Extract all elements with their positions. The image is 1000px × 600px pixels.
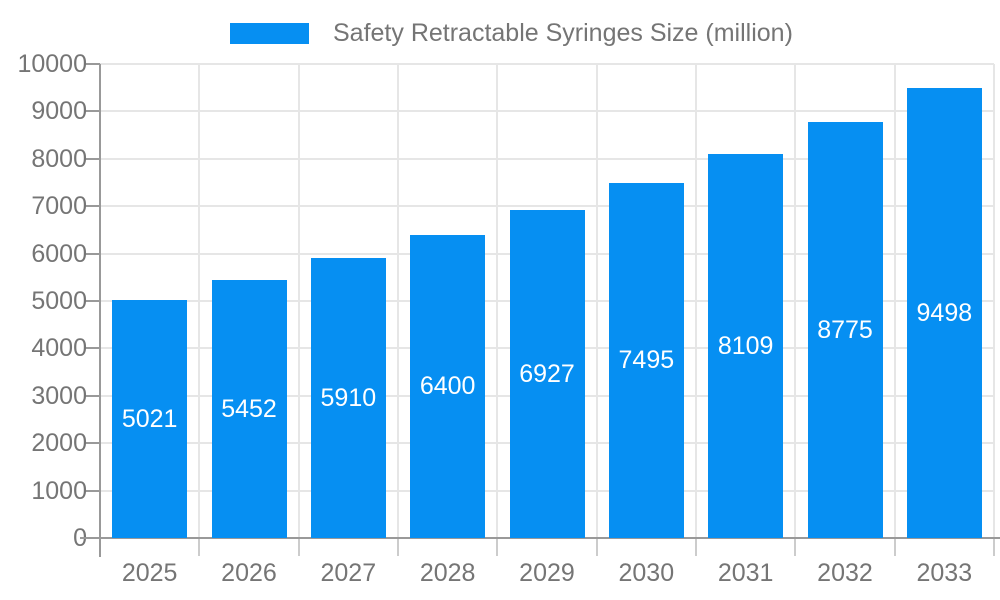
bar-2030[interactable]: 7495 [608, 183, 684, 538]
x-axis-tick [297, 538, 300, 556]
y-axis-tick [85, 110, 100, 113]
y-axis-tick-label: 5000 [31, 287, 87, 315]
bar-value-label: 6927 [519, 359, 575, 388]
x-axis-tick-label: 2025 [121, 559, 178, 587]
bar-value-label: 8775 [817, 315, 873, 344]
gridline-vertical [993, 64, 995, 538]
x-axis-tick [695, 538, 697, 556]
bar-value-label: 5910 [320, 383, 377, 412]
x-axis-tick [893, 538, 896, 556]
bar-value-label: 7495 [618, 346, 675, 374]
bar-2028[interactable]: 6400 [410, 235, 486, 538]
x-axis-tick-label: 2028 [419, 559, 476, 587]
gridline-vertical [695, 64, 697, 538]
gridline-vertical [794, 64, 797, 538]
y-axis-tick [85, 489, 100, 492]
legend-swatch [230, 23, 309, 44]
y-axis-tick [85, 537, 100, 539]
bar-2027[interactable]: 5910 [310, 258, 386, 538]
bar-2026[interactable]: 5452 [211, 280, 287, 538]
x-axis-tick [198, 538, 201, 556]
y-axis-tick-label: 1000 [31, 476, 87, 505]
y-axis-tick-label: 7000 [31, 192, 87, 221]
bar-value-label: 6400 [419, 372, 476, 400]
y-axis-tick-label: 3000 [31, 381, 87, 410]
y-axis-tick [85, 157, 100, 160]
y-axis-tick [85, 394, 100, 397]
bar-2029[interactable]: 6927 [509, 210, 585, 538]
bar-2031[interactable]: 8109 [708, 154, 784, 538]
x-axis-tick [993, 538, 995, 556]
y-axis-tick-label: 6000 [31, 239, 87, 268]
legend-label: Safety Retractable Syringes Size (millio… [333, 19, 793, 47]
gridline-vertical [595, 64, 598, 538]
y-axis-tick [85, 347, 100, 350]
y-axis-tick-label: 4000 [31, 334, 87, 363]
x-axis-tick-label: 2032 [817, 559, 873, 587]
bar-value-label: 5021 [121, 404, 178, 433]
gridline-vertical [496, 64, 499, 538]
y-axis-tick [85, 442, 100, 445]
gridline-vertical [198, 64, 201, 538]
bar-value-label: 8109 [717, 331, 774, 360]
x-axis-tick [595, 538, 598, 556]
y-axis-tick-label: 2000 [31, 429, 87, 458]
y-axis-tick [85, 63, 100, 65]
x-axis-tick-label: 2030 [618, 559, 675, 587]
y-axis-tick-label: 10000 [17, 50, 87, 78]
x-axis-tick [397, 538, 399, 556]
gridline-vertical [297, 64, 300, 538]
bar-value-label: 9498 [916, 298, 973, 327]
gridline-horizontal [100, 63, 994, 65]
y-axis-line [99, 64, 101, 557]
y-axis-tick [85, 300, 100, 302]
gridline-vertical [893, 64, 896, 538]
bar-2025[interactable]: 5021 [112, 300, 188, 538]
x-axis-tick-label: 2026 [221, 559, 277, 587]
y-axis-tick-label: 9000 [31, 97, 87, 126]
y-axis-tick [85, 252, 100, 255]
x-axis-tick [794, 538, 797, 556]
gridline-vertical [397, 64, 399, 538]
x-axis-tick-label: 2031 [717, 559, 774, 587]
y-axis-tick [85, 205, 100, 208]
bar-2033[interactable]: 9498 [906, 88, 982, 538]
y-axis-tick-label: 0 [73, 524, 87, 552]
x-axis-tick-label: 2029 [519, 559, 575, 587]
bar-2032[interactable]: 8775 [807, 122, 883, 538]
bar-value-label: 5452 [221, 394, 277, 423]
y-axis-tick-label: 8000 [31, 144, 87, 173]
x-axis-tick-label: 2027 [320, 559, 377, 587]
gridline-horizontal [100, 110, 994, 113]
x-axis-tick [496, 538, 499, 556]
x-axis-tick-label: 2033 [916, 559, 973, 587]
